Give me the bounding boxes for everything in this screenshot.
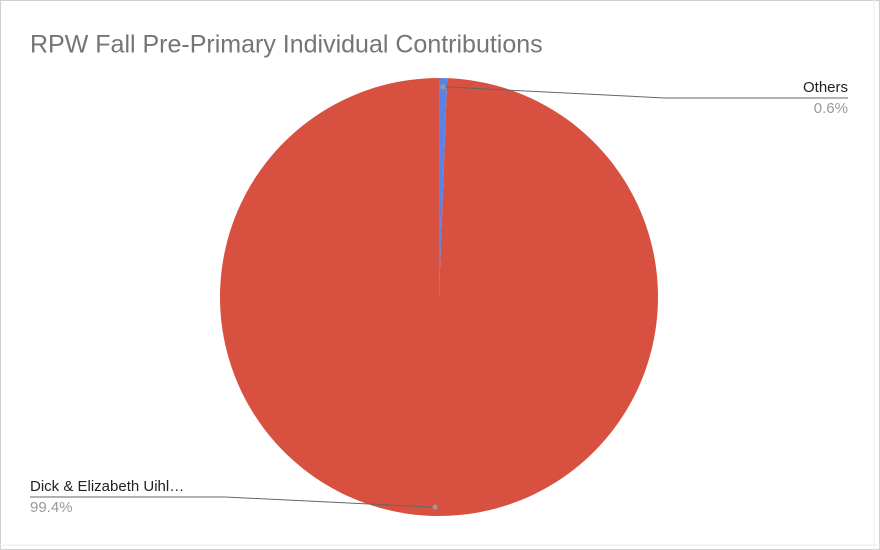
slice-label: Others [803,79,848,96]
leader-dot [440,84,446,90]
pie-slice [439,78,448,297]
slice-value-label: 99.4% [30,499,73,516]
slice-label: Dick & Elizabeth Uihl… [30,478,184,495]
leader-line [30,496,436,508]
leader-line [442,86,848,99]
chart-title: RPW Fall Pre-Primary Individual Contribu… [30,31,543,59]
slice-value-label: 0.6% [814,100,848,117]
leader-dot [432,504,438,510]
pie-slice [219,78,658,516]
